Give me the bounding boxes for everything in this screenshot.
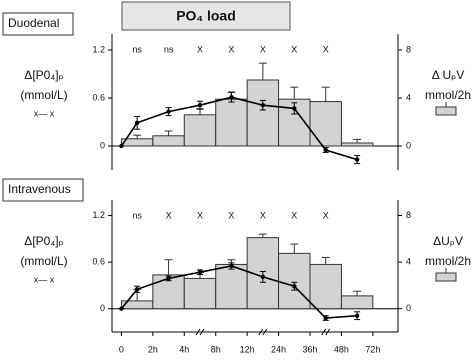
y2-axis-label: mmol/2h: [425, 88, 471, 102]
y2-axis-label: ΔUₚV: [433, 234, 463, 248]
axis-break: [258, 328, 264, 336]
y-axis-label: Δ[P0₄]ₚ: [24, 68, 63, 82]
significance: X: [166, 210, 172, 220]
bar: [309, 263, 342, 310]
significance: X: [197, 44, 203, 54]
bar: [215, 263, 248, 310]
panel-label: Intravenous: [8, 182, 71, 196]
significance: X: [323, 210, 329, 220]
significance: X: [197, 210, 203, 220]
significance: X: [291, 210, 297, 220]
y2-axis-label: Δ UₚV: [432, 68, 465, 82]
bar-legend: [435, 106, 457, 116]
axis-break: [325, 328, 331, 336]
figure-title: PO₄ load: [176, 8, 236, 24]
x-tick-label: 2h: [148, 344, 158, 354]
line-legend: x— x: [34, 274, 55, 284]
bar: [340, 142, 374, 147]
y-tick-label: 0: [100, 140, 105, 150]
x-tick-label: 0: [119, 344, 124, 354]
axis-break: [262, 328, 268, 336]
y2-tick-label: 4: [406, 92, 411, 102]
significance: X: [228, 210, 234, 220]
bar: [278, 252, 311, 310]
significance: X: [323, 44, 329, 54]
line-point: [292, 283, 297, 289]
line-point: [354, 313, 360, 318]
line-point: [229, 263, 234, 269]
line-point: [260, 274, 266, 280]
axis-break: [321, 328, 327, 336]
line-point: [119, 143, 124, 149]
x-tick-label: 36h: [302, 344, 317, 354]
bar-legend: [435, 272, 457, 282]
line-point: [354, 157, 360, 162]
bar: [152, 135, 185, 147]
y2-tick-label: 0: [406, 303, 411, 313]
panel-label: Duodenal: [8, 16, 59, 30]
y-axis-label: (mmol/L): [20, 88, 67, 102]
significance: X: [291, 44, 297, 54]
significance: ns: [132, 210, 142, 220]
title-box: [121, 1, 291, 31]
significance: X: [228, 44, 234, 54]
significance: X: [260, 44, 266, 54]
y2-tick-label: 4: [406, 256, 411, 266]
line-point: [260, 103, 266, 108]
line-point: [323, 147, 328, 153]
x-tick-label: 48h: [334, 344, 349, 354]
panel-label-box: [2, 178, 84, 202]
y-axis-label: Δ[P0₄]ₚ: [24, 234, 63, 248]
line-point: [197, 270, 203, 275]
bar: [309, 101, 342, 147]
bar: [215, 98, 248, 147]
y-tick-label: 0: [100, 303, 105, 313]
y2-tick-label: 8: [406, 44, 411, 54]
line-point: [229, 95, 234, 100]
line-legend: x— x: [34, 108, 55, 118]
line-point: [197, 103, 203, 108]
bar: [183, 277, 217, 310]
bar: [246, 79, 280, 147]
axis-break: [199, 328, 205, 336]
y2-tick-label: 8: [406, 210, 411, 220]
y-tick-label: 0.6: [92, 256, 105, 266]
x-tick-label: 12h: [240, 344, 255, 354]
x-tick-label: 24h: [271, 344, 286, 354]
x-tick-label: 72h: [365, 344, 380, 354]
axis-break: [195, 328, 201, 336]
y2-axis-label: mmol/2h: [425, 254, 471, 268]
y2-tick-label: 0: [406, 140, 411, 150]
line-point: [323, 315, 328, 321]
y-tick-label: 0.6: [92, 92, 105, 102]
x-tick-label: 4h: [179, 344, 189, 354]
line-point: [134, 120, 140, 126]
bar: [340, 295, 374, 310]
bar: [183, 114, 217, 147]
x-tick-label: 8h: [211, 344, 221, 354]
significance: ns: [164, 44, 174, 54]
line-point: [166, 109, 171, 114]
line-point: [134, 287, 140, 292]
panel-label-box: [2, 12, 74, 36]
line-point: [292, 106, 297, 111]
y-tick-label: 1.2: [92, 44, 105, 54]
y-tick-label: 1.2: [92, 210, 105, 220]
y-axis-label: (mmol/L): [20, 254, 67, 268]
significance: ns: [132, 44, 142, 54]
line-point: [166, 276, 171, 281]
significance: X: [260, 210, 266, 220]
line-point: [119, 306, 124, 311]
